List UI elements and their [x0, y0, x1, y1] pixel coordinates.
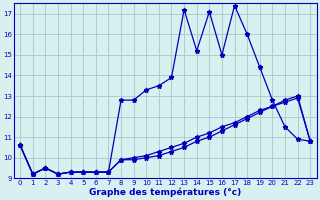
X-axis label: Graphe des températures (°c): Graphe des températures (°c) — [89, 187, 241, 197]
